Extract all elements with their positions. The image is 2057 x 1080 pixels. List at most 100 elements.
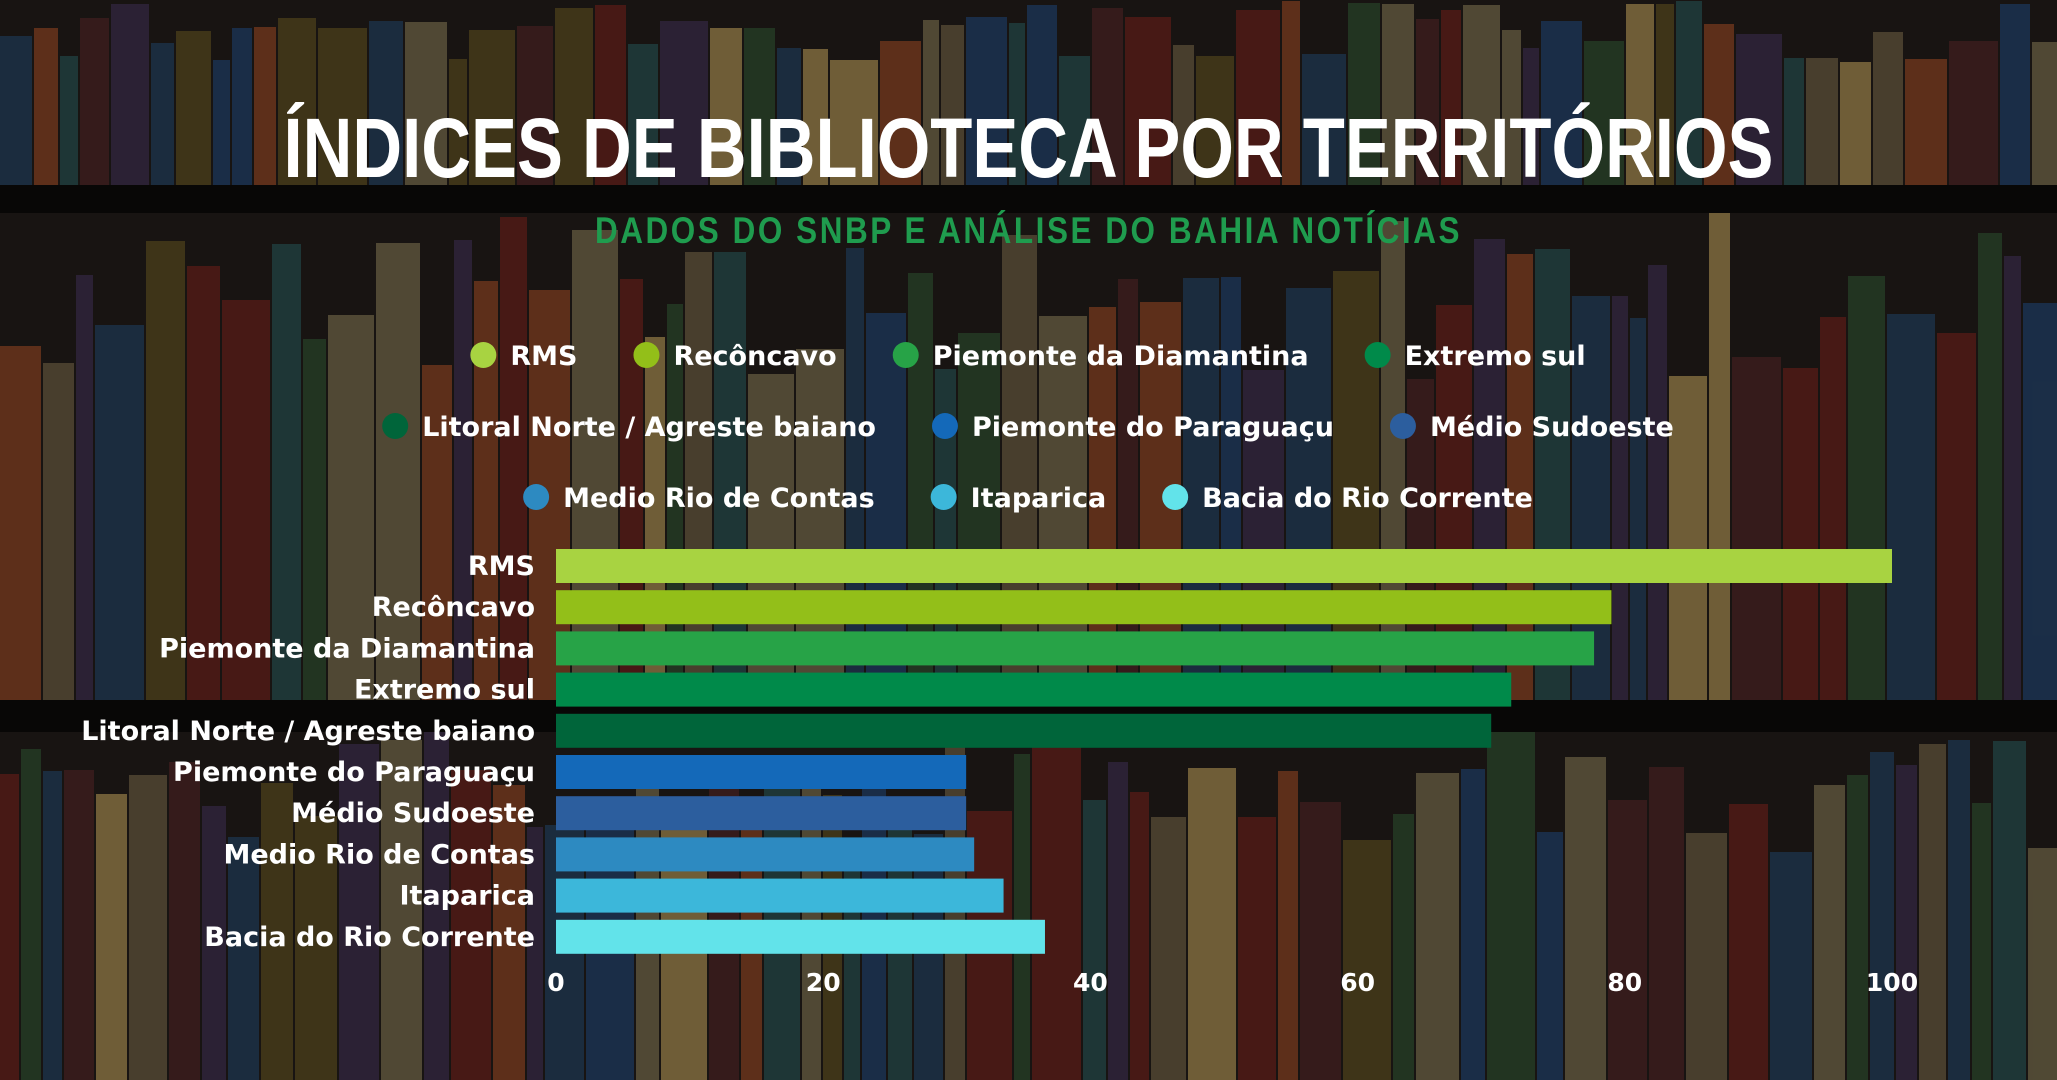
book-spine	[1729, 804, 1768, 1080]
book-spine	[966, 17, 1007, 185]
book-spine	[1032, 733, 1081, 1080]
book-spine	[278, 18, 316, 185]
book-spine	[527, 827, 543, 1080]
x-tick-label: 0	[547, 968, 564, 997]
book-spine	[493, 785, 525, 1080]
legend-swatch	[931, 413, 958, 439]
book-spine	[1649, 767, 1684, 1080]
bar	[556, 549, 1892, 583]
legend-swatch	[892, 342, 919, 368]
x-tick-label: 20	[806, 968, 841, 997]
book-spine	[1535, 249, 1570, 700]
book-spine	[376, 243, 420, 700]
book-spine	[1626, 4, 1654, 185]
book-spine	[1905, 59, 1947, 185]
book-spine	[1108, 762, 1128, 1080]
book-spine	[1125, 17, 1171, 185]
book-spine	[1669, 376, 1707, 700]
book-spine	[1783, 368, 1818, 700]
book-spine	[2032, 42, 2057, 185]
book-spine	[449, 59, 467, 185]
book-spine	[685, 252, 712, 700]
book-spine	[1630, 318, 1646, 700]
book-spine	[710, 28, 742, 185]
book-spine	[1487, 732, 1535, 1080]
book-spine	[1608, 800, 1647, 1080]
book-spine	[1416, 19, 1439, 185]
book-spine	[500, 217, 527, 700]
book-spine	[339, 744, 379, 1080]
bar	[556, 631, 1595, 666]
book-spine	[1236, 10, 1280, 185]
category-label: Bacia do Rio Corrente	[204, 922, 535, 953]
book-spine	[660, 21, 708, 185]
category-label: Médio Sudoeste	[291, 798, 535, 829]
book-spine	[422, 365, 452, 700]
book-spine	[1770, 852, 1812, 1080]
book-spine	[803, 49, 828, 185]
book-spine	[1704, 24, 1734, 185]
book-spine	[228, 837, 259, 1080]
category-label: Medio Rio de Contas	[223, 839, 535, 870]
book-spine	[2023, 303, 2057, 700]
category-label: Piemonte da Diamantina	[159, 633, 535, 664]
book-spine	[1302, 54, 1346, 185]
book-spine	[381, 740, 422, 1080]
book-spine	[555, 8, 593, 185]
book-spine	[941, 25, 964, 185]
book-spine	[424, 732, 449, 1080]
x-tick-label: 40	[1073, 968, 1108, 997]
book-spine	[923, 20, 939, 185]
legend-label: Piemonte da Diamantina	[933, 341, 1309, 372]
book-spine	[830, 60, 878, 185]
legend-label: Medio Rio de Contas	[563, 483, 875, 514]
book-spine	[303, 339, 326, 700]
book-spine	[1949, 41, 1998, 185]
category-label: Piemonte do Paraguaçu	[173, 757, 535, 788]
book-spine	[146, 241, 185, 700]
book-spine	[76, 275, 93, 700]
book-spine	[454, 240, 472, 700]
book-spine	[1173, 45, 1194, 185]
category-label: Litoral Norte / Agreste baiano	[81, 716, 535, 747]
book-spine	[1461, 769, 1485, 1080]
category-label: Itaparica	[399, 881, 535, 912]
book-spine	[1648, 265, 1667, 700]
book-spine	[2000, 4, 2030, 185]
book-spine	[1847, 775, 1868, 1080]
book-spine	[1393, 814, 1414, 1080]
book-spine	[1870, 752, 1894, 1080]
bar	[556, 590, 1612, 625]
book-spine	[1978, 233, 2002, 700]
book-spine	[187, 266, 220, 700]
book-spine	[1282, 1, 1300, 185]
bar	[556, 713, 1492, 748]
book-spine	[1784, 58, 1804, 185]
book-spine	[1014, 754, 1030, 1080]
book-spine	[0, 36, 32, 185]
legend-swatch	[1162, 484, 1189, 510]
book-spine	[1092, 8, 1123, 185]
book-spine	[1565, 757, 1606, 1080]
book-spine	[111, 4, 149, 185]
category-label: Recôncavo	[372, 592, 535, 623]
book-spine	[595, 5, 626, 185]
book-spine	[96, 794, 127, 1080]
legend-swatch	[1364, 342, 1391, 368]
legend-label: Médio Sudoeste	[1430, 412, 1674, 443]
category-label: Extremo sul	[354, 675, 535, 706]
book-spine	[1873, 32, 1903, 185]
book-spine	[318, 28, 367, 185]
book-spine	[451, 770, 491, 1080]
book-spine	[1814, 785, 1845, 1080]
book-spine	[1612, 296, 1628, 700]
book-spine	[1806, 58, 1838, 185]
book-spine	[1507, 254, 1533, 700]
book-spine	[80, 18, 109, 185]
book-spine	[0, 346, 41, 700]
legend-swatch	[523, 484, 550, 510]
book-spine	[222, 300, 270, 700]
book-spine	[1027, 5, 1057, 185]
book-spine	[714, 252, 746, 700]
book-spine	[60, 56, 78, 185]
